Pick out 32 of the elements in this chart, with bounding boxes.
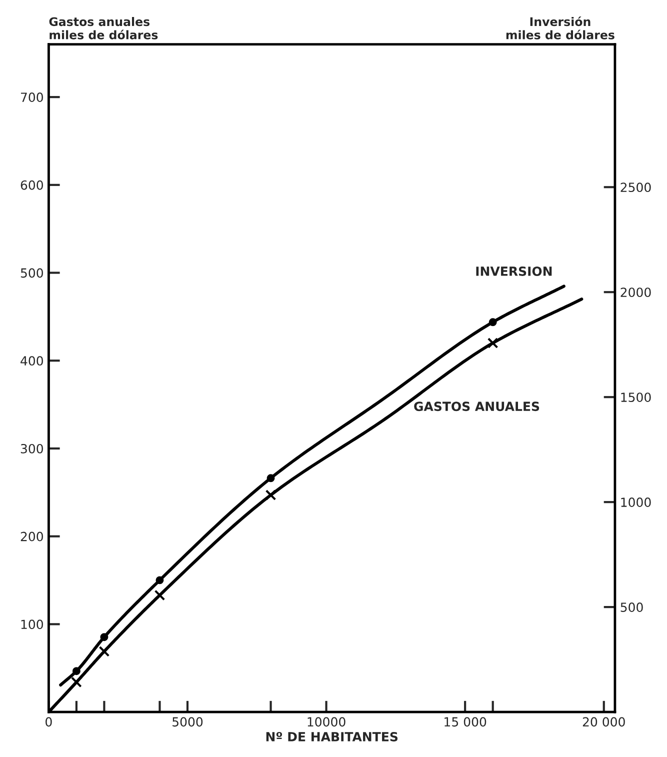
y-tick-label: 100 <box>21 620 43 630</box>
point <box>266 474 275 482</box>
point <box>488 318 497 326</box>
point <box>72 667 80 676</box>
y2-tick-label: 1500 <box>621 392 651 402</box>
y2-tick-label: 2000 <box>620 288 651 298</box>
y-tick-label: 200 <box>20 532 43 542</box>
point <box>71 676 82 688</box>
x-tick-label: 15 000 <box>444 717 486 727</box>
x-tick-label: 20 000 <box>582 717 625 727</box>
y-tick-label: 700 <box>20 92 43 102</box>
x-tick-label: 5000 <box>172 717 203 727</box>
x-axis-title: Nº DE HABITANTES <box>266 732 398 742</box>
y-tick-label: 500 <box>20 268 43 278</box>
point <box>154 590 166 601</box>
point <box>156 576 164 584</box>
y-tick-label: 300 <box>20 444 43 454</box>
point <box>98 646 110 657</box>
point <box>265 490 276 500</box>
series-label: INVERSION <box>476 266 552 276</box>
y-tick-label: 600 <box>20 180 43 190</box>
y2-tick-label: 1000 <box>621 498 651 507</box>
x-tick-label: 0 <box>46 717 52 727</box>
series-label: GASTOS ANUALES <box>414 402 540 412</box>
point <box>487 338 498 348</box>
point <box>100 633 108 642</box>
x-tick-label: 10000 <box>308 717 346 727</box>
y-axis-title: Gastos anuales miles de dólares <box>49 16 158 40</box>
y2-axis-title: Inversión miles de dólares <box>506 16 614 40</box>
y2-tick-label: 500 <box>620 602 643 612</box>
y-tick-label: 400 <box>20 356 43 366</box>
y2-tick-label: 2500 <box>620 182 651 192</box>
